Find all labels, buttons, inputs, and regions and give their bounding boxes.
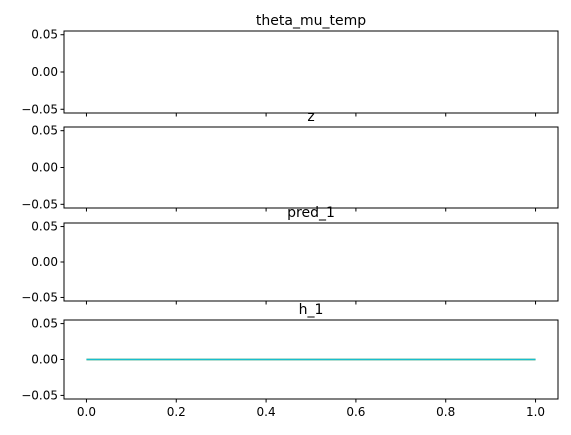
panel-4-title: h_1 <box>299 302 324 318</box>
panel-2-y-tick-label-2: 0.00 <box>31 161 58 175</box>
panel-4-y-tick-label-2: 0.00 <box>31 353 58 367</box>
x-tick-label-6: 1.0 <box>526 405 545 419</box>
x-tick-label-2: 0.2 <box>167 405 186 419</box>
panel-3-axes-frame <box>63 222 559 302</box>
panel-2-title: z <box>307 109 314 125</box>
x-tick-label-3: 0.4 <box>257 405 276 419</box>
panel-2-y-tick-label-3: 0.05 <box>31 124 58 138</box>
panel-1-axes-frame <box>63 30 559 114</box>
panel-1-y-tick-label-1: −0.05 <box>21 102 58 116</box>
x-tick-label-5: 0.8 <box>436 405 455 419</box>
panel-1-y-tick-label-2: 0.00 <box>31 65 58 79</box>
x-tick-label-1: 0.0 <box>77 405 96 419</box>
panel-2-y-tick-label-1: −0.05 <box>21 197 58 211</box>
x-tick-label-4: 0.6 <box>346 405 365 419</box>
panel-4-y-tick-label-1: −0.05 <box>21 388 58 402</box>
panel-3-y-tick-label-3: 0.05 <box>31 220 58 234</box>
panel-1-y-tick-label-3: 0.05 <box>31 28 58 42</box>
panel-3-title: pred_1 <box>287 205 335 221</box>
panel-4-y-tick-label-3: 0.05 <box>31 317 58 331</box>
panel-1-title: theta_mu_temp <box>256 13 366 29</box>
panel-3-y-tick-label-2: 0.00 <box>31 255 58 269</box>
panel-3-y-tick-label-1: −0.05 <box>21 290 58 304</box>
panel-2-axes-frame <box>63 126 559 209</box>
